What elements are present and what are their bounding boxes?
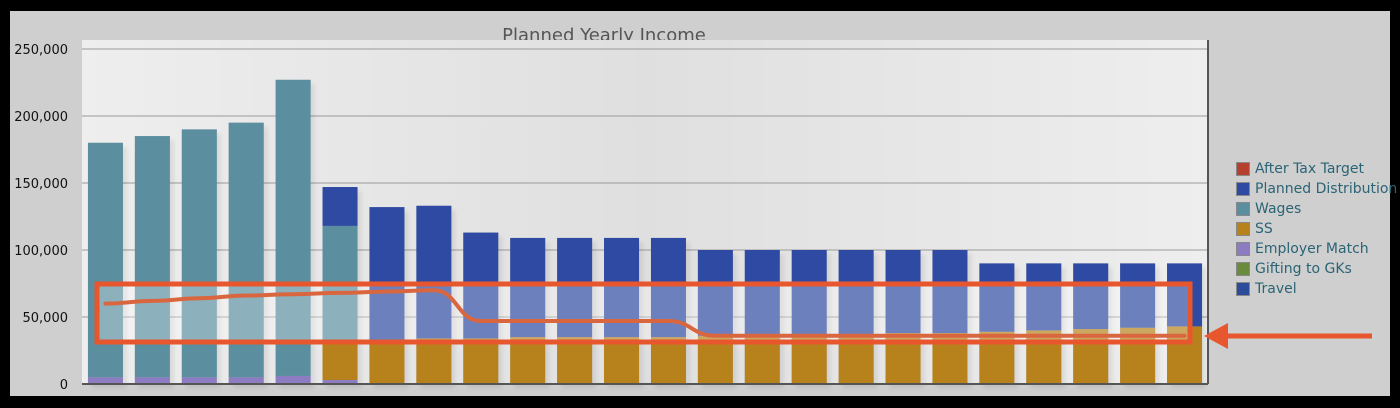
legend-swatch — [1236, 162, 1250, 176]
arrow-head — [1204, 323, 1228, 349]
bar-segment — [979, 263, 1015, 332]
legend-label: Wages — [1255, 201, 1302, 217]
legend-label: SS — [1255, 221, 1273, 237]
legend-swatch — [1236, 222, 1250, 236]
bar-segment — [322, 339, 358, 380]
y-tick-label: 0 — [60, 378, 68, 393]
highlight-box — [94, 281, 1193, 345]
bar-segment — [932, 250, 968, 334]
bar-segment — [650, 337, 686, 384]
legend-label: Gifting to GKs — [1255, 261, 1352, 277]
bar-segment — [369, 339, 405, 384]
bar-segment — [1167, 263, 1203, 327]
legend-item[interactable]: Employer Match — [1236, 239, 1397, 259]
legend-swatch — [1236, 262, 1250, 276]
bar-segment — [1073, 329, 1109, 384]
bar-segment — [697, 250, 733, 336]
bar-segment — [134, 136, 170, 378]
bar-segment — [1120, 263, 1156, 328]
bar-segment — [228, 377, 264, 384]
legend-label: Travel — [1255, 281, 1297, 297]
bar-segment — [134, 377, 170, 384]
legend-item[interactable]: Gifting to GKs — [1236, 259, 1397, 279]
y-tick-label: 100,000 — [14, 244, 68, 259]
bar-segment — [87, 377, 123, 384]
bar-segment — [604, 337, 640, 384]
plot-background — [82, 40, 1208, 384]
bar-segment — [557, 337, 593, 384]
y-tick-label: 250,000 — [14, 43, 68, 58]
legend-item[interactable]: SS — [1236, 219, 1397, 239]
bar-segment — [87, 142, 123, 378]
bar-segment — [369, 207, 405, 340]
legend-item[interactable]: Travel — [1236, 279, 1397, 299]
legend-label: After Tax Target — [1255, 161, 1364, 177]
bar-segment — [416, 205, 452, 339]
y-tick-label: 150,000 — [14, 177, 68, 192]
bar-segment — [322, 187, 358, 226]
bar-segment — [791, 250, 827, 335]
bar-segment — [275, 79, 311, 376]
after-tax-target-line — [103, 288, 1187, 338]
bar-segment — [510, 337, 546, 384]
bar-segment — [463, 338, 499, 384]
legend: After Tax Target Planned Distribution Wage… — [1236, 159, 1397, 299]
legend-swatch — [1236, 182, 1250, 196]
bar-segment — [275, 375, 311, 384]
bar-segment — [885, 250, 921, 334]
bar-segment — [322, 379, 358, 384]
bar-segment — [181, 377, 217, 384]
bar-segment — [416, 338, 452, 384]
legend-label: Planned Distribution — [1255, 181, 1398, 197]
legend-item[interactable]: Planned Distribution — [1236, 179, 1397, 199]
legend-swatch — [1236, 282, 1250, 296]
bar-segment — [1026, 263, 1062, 331]
bar-segment — [744, 250, 780, 336]
plot-tint — [82, 40, 1208, 384]
bar-segment — [228, 122, 264, 378]
legend-item[interactable]: Wages — [1236, 199, 1397, 219]
bar-segment — [1073, 263, 1109, 330]
legend-item[interactable]: After Tax Target — [1236, 159, 1397, 179]
legend-swatch — [1236, 202, 1250, 216]
y-tick-label: 50,000 — [23, 311, 69, 326]
bar-segment — [181, 129, 217, 378]
legend-label: Employer Match — [1255, 241, 1369, 257]
legend-swatch — [1236, 242, 1250, 256]
bar-segment — [1026, 330, 1062, 384]
highlight-overlay — [97, 284, 1190, 342]
bar-segment — [838, 250, 874, 335]
y-tick-label: 200,000 — [14, 110, 68, 125]
